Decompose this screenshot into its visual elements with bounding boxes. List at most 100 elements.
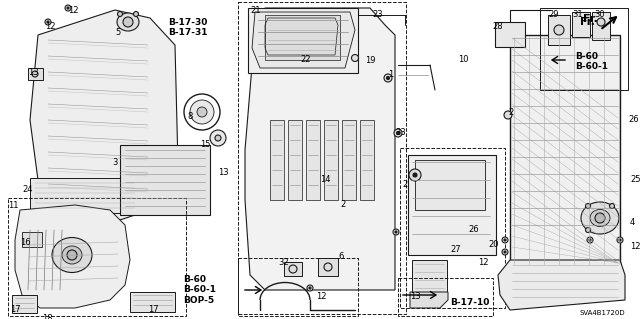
Text: SVA4B1720D: SVA4B1720D <box>580 310 626 316</box>
Text: 19: 19 <box>365 56 376 65</box>
Bar <box>572 12 590 37</box>
Text: 2: 2 <box>340 200 345 209</box>
Polygon shape <box>252 12 355 68</box>
Text: 26: 26 <box>468 225 479 234</box>
Bar <box>30 178 140 213</box>
Bar <box>8 198 186 316</box>
Polygon shape <box>245 8 395 290</box>
Text: 12: 12 <box>68 6 79 15</box>
Bar <box>238 258 358 316</box>
Circle shape <box>32 71 38 77</box>
Circle shape <box>387 77 390 79</box>
Text: B-17-30
B-17-31: B-17-30 B-17-31 <box>168 18 207 37</box>
Ellipse shape <box>117 13 139 31</box>
Circle shape <box>589 239 591 241</box>
Circle shape <box>309 287 311 289</box>
Bar <box>238 2 406 314</box>
Text: 22: 22 <box>300 55 310 64</box>
Bar <box>548 15 570 45</box>
Bar <box>265 15 340 60</box>
Circle shape <box>134 11 138 17</box>
Bar <box>540 8 628 90</box>
Bar <box>28 68 43 80</box>
Circle shape <box>45 19 51 25</box>
Text: 25: 25 <box>630 175 640 184</box>
Circle shape <box>118 11 122 17</box>
Text: 13: 13 <box>218 168 228 177</box>
Circle shape <box>409 169 421 181</box>
Text: 3: 3 <box>112 158 117 167</box>
Circle shape <box>210 130 226 146</box>
Text: 26: 26 <box>628 115 639 124</box>
Circle shape <box>67 7 69 9</box>
Circle shape <box>587 237 593 243</box>
Polygon shape <box>30 10 178 220</box>
Circle shape <box>502 237 508 243</box>
Circle shape <box>554 25 564 35</box>
Bar <box>22 232 42 247</box>
Circle shape <box>289 265 297 273</box>
Bar <box>408 155 496 255</box>
Text: 18: 18 <box>42 314 52 319</box>
Circle shape <box>215 135 221 141</box>
Text: 29: 29 <box>548 10 559 19</box>
Bar <box>270 120 284 200</box>
Circle shape <box>597 18 605 26</box>
Text: 8: 8 <box>187 112 193 121</box>
Circle shape <box>586 204 591 209</box>
Text: B-60
B-60-1: B-60 B-60-1 <box>575 52 608 71</box>
Text: 32: 32 <box>278 258 289 267</box>
Text: 17: 17 <box>148 305 159 314</box>
Circle shape <box>393 229 399 235</box>
Text: 13: 13 <box>410 292 420 301</box>
Ellipse shape <box>52 238 92 272</box>
Circle shape <box>595 213 605 223</box>
Circle shape <box>413 173 417 177</box>
Text: 24: 24 <box>22 185 33 194</box>
Circle shape <box>397 131 399 135</box>
Text: 1: 1 <box>388 70 393 79</box>
Bar <box>288 120 302 200</box>
Bar <box>495 22 525 47</box>
Text: 27: 27 <box>450 245 461 254</box>
Bar <box>324 120 338 200</box>
Text: 4: 4 <box>630 218 636 227</box>
Text: 12: 12 <box>316 292 326 301</box>
Circle shape <box>504 111 512 119</box>
Bar <box>510 35 620 265</box>
Bar <box>248 8 358 73</box>
Circle shape <box>617 237 623 243</box>
Text: 5: 5 <box>115 28 120 37</box>
Text: Fr.: Fr. <box>583 14 598 24</box>
Polygon shape <box>15 205 130 308</box>
Bar <box>12 295 37 313</box>
Ellipse shape <box>590 210 610 226</box>
Circle shape <box>65 5 71 11</box>
Bar <box>306 120 320 200</box>
Text: 31: 31 <box>572 10 582 19</box>
Bar <box>400 148 505 308</box>
Circle shape <box>586 227 591 233</box>
Bar <box>360 120 374 200</box>
Text: 16: 16 <box>20 238 31 247</box>
Circle shape <box>504 251 506 253</box>
Text: 21: 21 <box>250 6 260 15</box>
Text: 30: 30 <box>594 10 605 19</box>
Bar <box>130 292 175 312</box>
Text: 13: 13 <box>28 68 38 77</box>
Bar <box>284 262 302 276</box>
Text: B-17-10: B-17-10 <box>450 298 490 307</box>
Text: 10: 10 <box>458 55 468 64</box>
Ellipse shape <box>62 246 82 264</box>
Bar <box>398 278 493 316</box>
Polygon shape <box>410 292 448 308</box>
Bar <box>342 120 356 200</box>
Text: 14: 14 <box>320 175 330 184</box>
Circle shape <box>197 107 207 117</box>
Circle shape <box>395 231 397 233</box>
Bar <box>120 145 210 215</box>
Circle shape <box>190 100 214 124</box>
Bar <box>318 258 338 276</box>
Text: 15: 15 <box>200 140 211 149</box>
Circle shape <box>351 55 358 62</box>
